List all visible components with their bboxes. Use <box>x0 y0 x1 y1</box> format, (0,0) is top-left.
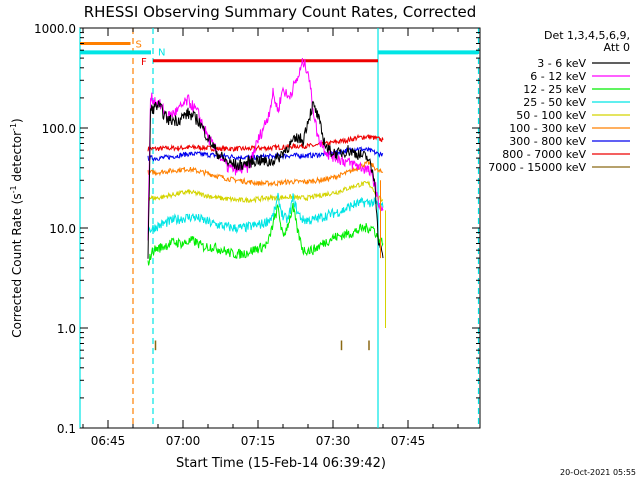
y-tick-label: 100.0 <box>42 122 76 136</box>
series-line <box>147 180 384 204</box>
y-tick-label: 10.0 <box>49 222 76 236</box>
flare-label: F <box>141 57 147 68</box>
legend-header-line2: Att 0 <box>604 41 630 54</box>
x-tick-label: 07:45 <box>391 434 426 448</box>
y-axis-label-sup2: -1 <box>9 123 18 131</box>
series-line <box>147 192 384 234</box>
plot-area: S NF <box>79 27 481 429</box>
x-tick-label: 07:30 <box>316 434 351 448</box>
y-axis-label-close: ) <box>10 118 24 123</box>
y-axis-label-sup: -1 <box>9 185 18 193</box>
legend-label: 12 - 25 keV <box>523 83 586 96</box>
legend-label: 6 - 12 keV <box>530 70 586 83</box>
y-axis-label-tail: detector <box>10 131 24 186</box>
legend-header-line1: Det 1,3,4,5,6,9, <box>544 29 630 42</box>
y-tick-label: 0.1 <box>57 422 76 436</box>
y-axis-label: Corrected Count Rate (s-1 detector-1) <box>9 118 24 337</box>
legend-label: 3 - 6 keV <box>537 57 586 70</box>
y-tick-label: 1000.0 <box>34 22 76 36</box>
legend-label: 7000 - 15000 keV <box>488 161 586 174</box>
x-axis: 06:45 07:00 07:15 07:30 07:45 <box>82 28 459 448</box>
legend-label: 25 - 50 keV <box>523 96 586 109</box>
series-line <box>147 146 384 162</box>
x-tick-label: 06:45 <box>91 434 126 448</box>
timestamp: 20-Oct-2021 05:55 <box>560 468 636 477</box>
saa-label: S <box>136 39 142 50</box>
night-label: N <box>158 47 165 58</box>
plot-frame <box>79 27 481 429</box>
legend-label: 50 - 100 keV <box>516 109 586 122</box>
chart-title: RHESSI Observing Summary Count Rates, Co… <box>84 3 477 21</box>
y-axis-label-main: Corrected Count Rate (s <box>10 193 24 337</box>
x-tick-label: 07:15 <box>241 434 276 448</box>
series-line <box>147 202 384 266</box>
legend-label: 300 - 800 keV <box>509 135 586 148</box>
legend-label: 800 - 7000 keV <box>502 148 586 161</box>
series-line <box>147 160 384 187</box>
series-line <box>147 58 384 241</box>
series-line <box>147 100 384 259</box>
x-tick-label: 07:00 <box>166 434 201 448</box>
x-axis-label: Start Time (15-Feb-14 06:39:42) <box>176 456 386 471</box>
legend-label: 100 - 300 keV <box>509 122 586 135</box>
series-line <box>147 133 384 152</box>
y-axis: 0.1 1.0 10.0 100.0 1000.0 <box>34 22 480 436</box>
y-tick-label: 1.0 <box>57 322 76 336</box>
